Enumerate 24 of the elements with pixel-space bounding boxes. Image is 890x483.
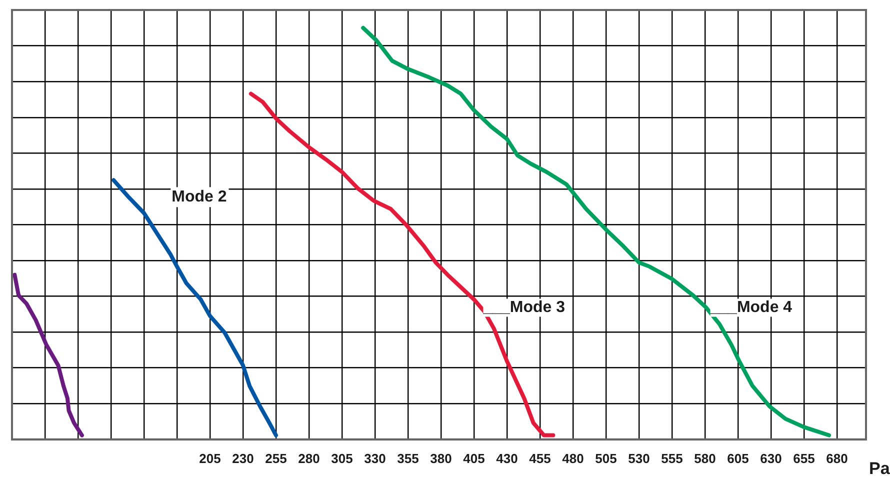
x-tick-label: 630 xyxy=(760,450,782,466)
x-tick-label: 655 xyxy=(793,450,815,466)
x-tick-label: 380 xyxy=(430,450,452,466)
x-tick-label: 205 xyxy=(199,450,221,466)
series-label: Mode 2 xyxy=(172,188,227,206)
x-tick-label: 530 xyxy=(628,450,650,466)
x-tick-label: 330 xyxy=(364,450,386,466)
annotation: ___Mode 3 xyxy=(482,299,566,316)
x-tick-label: 280 xyxy=(298,450,320,466)
x-tick-label: 405 xyxy=(463,450,485,466)
x-tick-label: 680 xyxy=(826,450,848,466)
x-tick-label: 605 xyxy=(727,450,749,466)
x-tick-label: 580 xyxy=(694,450,716,466)
x-axis-title: Pa xyxy=(869,459,890,478)
x-tick-label: 555 xyxy=(661,450,683,466)
x-tick-label: 480 xyxy=(562,450,584,466)
x-tick-label: 505 xyxy=(595,450,617,466)
x-tick-label: 355 xyxy=(397,450,419,466)
x-tick-label: 455 xyxy=(529,450,551,466)
x-tick-label: 255 xyxy=(265,450,287,466)
annotation: ___Mode 4 xyxy=(709,299,792,316)
x-tick-label: 230 xyxy=(232,450,254,466)
x-tick-label: 305 xyxy=(331,450,353,466)
x-tick-label: 430 xyxy=(496,450,518,466)
